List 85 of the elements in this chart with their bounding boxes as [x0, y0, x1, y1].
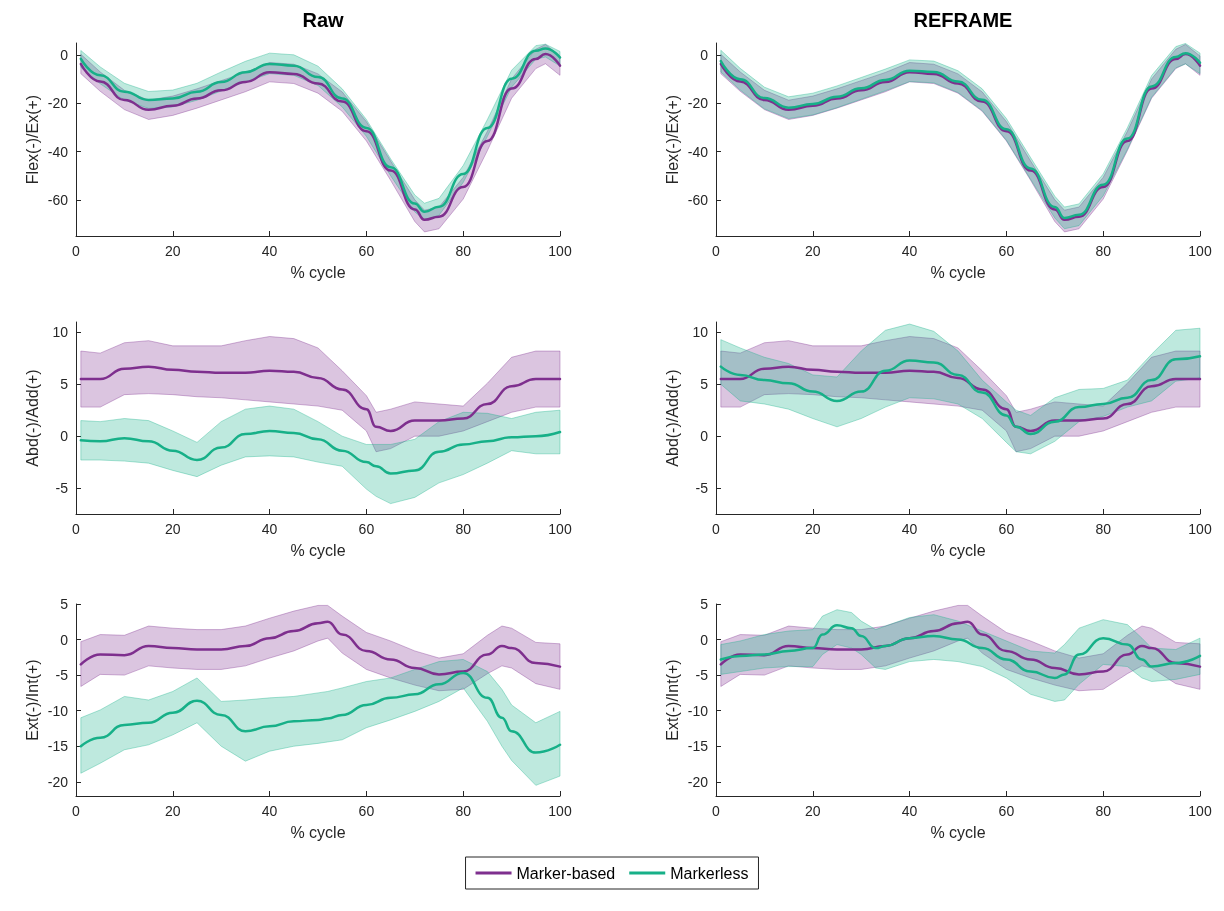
y-tick-label: 0 [60, 631, 69, 648]
y-tick-label: -10 [47, 702, 69, 719]
legend-label: Markerless [670, 864, 749, 882]
x-tick-label: 20 [805, 243, 821, 259]
x-tick-label: 20 [805, 803, 821, 819]
y-tick-label: 10 [52, 324, 69, 341]
y-tick-label: 10 [692, 324, 709, 341]
y-axis-title: Abd(-)/Add(+) [663, 369, 681, 467]
y-axis-title: Ext(-)/Int(+) [23, 659, 41, 741]
x-tick-label: 80 [1095, 521, 1112, 537]
x-tick-label: 20 [165, 243, 181, 259]
y-tick-label: -15 [687, 738, 709, 755]
x-tick-label: 40 [901, 521, 918, 537]
x-tick-label: 100 [548, 243, 572, 259]
x-tick-label: 0 [72, 243, 81, 259]
x-tick-label: 0 [72, 803, 81, 819]
chart-title: REFRAME [913, 9, 1013, 31]
y-tick-label: -5 [55, 667, 69, 684]
line-series [79, 365, 562, 433]
y-tick-label: 0 [700, 428, 709, 445]
x-tick-label: 60 [998, 521, 1015, 537]
x-tick-label: 20 [165, 803, 181, 819]
y-tick-label: -20 [47, 773, 69, 790]
y-tick-label: -60 [47, 191, 69, 208]
x-tick-label: 20 [165, 521, 181, 537]
x-tick-label: 60 [358, 521, 375, 537]
y-tick-label: -20 [47, 95, 69, 112]
y-tick-label: 5 [60, 376, 69, 393]
y-tick-label: 0 [700, 47, 709, 64]
x-tick-label: 0 [712, 521, 721, 537]
y-tick-label: -5 [695, 667, 709, 684]
y-axis-title: Abd(-)/Add(+) [23, 369, 41, 467]
x-tick-label: 100 [1188, 243, 1212, 259]
x-tick-label: 20 [805, 521, 821, 537]
x-tick-label: 80 [455, 803, 472, 819]
x-tick-label: 0 [712, 243, 721, 259]
x-tick-label: 60 [998, 803, 1015, 819]
x-tick-label: 100 [548, 521, 572, 537]
x-tick-label: 0 [712, 803, 721, 819]
x-axis-title: % cycle [930, 263, 986, 281]
y-tick-label: -10 [687, 702, 709, 719]
y-tick-label: -40 [47, 143, 69, 160]
x-tick-label: 60 [358, 803, 375, 819]
y-tick-label: -5 [55, 480, 69, 497]
x-tick-label: 80 [455, 243, 472, 259]
x-axis-title: % cycle [290, 823, 346, 841]
x-tick-label: 80 [455, 521, 472, 537]
x-tick-label: 60 [998, 243, 1015, 259]
legend-label: Marker-based [516, 864, 616, 882]
y-tick-label: -15 [47, 738, 69, 755]
x-tick-label: 40 [261, 243, 278, 259]
y-axis-title: Flex(-)/Ex(+) [663, 94, 681, 185]
x-tick-label: 40 [901, 243, 918, 259]
x-axis-title: % cycle [930, 823, 986, 841]
x-tick-label: 40 [261, 521, 278, 537]
x-tick-label: 40 [261, 803, 278, 819]
x-tick-label: 60 [358, 243, 375, 259]
y-axis-title: Ext(-)/Int(+) [663, 659, 681, 741]
y-tick-label: 0 [60, 47, 69, 64]
line-series [79, 429, 562, 475]
line-series [719, 355, 1202, 436]
x-axis-title: % cycle [930, 541, 986, 559]
y-tick-label: -60 [687, 191, 709, 208]
y-tick-label: 5 [700, 596, 709, 612]
x-axis-title: % cycle [290, 541, 346, 559]
y-tick-label: -40 [687, 143, 709, 160]
x-tick-label: 40 [901, 803, 918, 819]
y-tick-label: 5 [60, 596, 69, 612]
x-tick-label: 80 [1095, 243, 1112, 259]
y-tick-label: -20 [687, 773, 709, 790]
x-tick-label: 80 [1095, 803, 1112, 819]
line-series [79, 671, 562, 754]
y-tick-label: -20 [687, 95, 709, 112]
x-tick-label: 100 [1188, 803, 1212, 819]
y-axis-title: Flex(-)/Ex(+) [23, 94, 41, 185]
y-tick-label: 0 [60, 428, 69, 445]
y-tick-label: 5 [700, 376, 709, 393]
line-series [79, 620, 562, 676]
x-tick-label: 0 [72, 521, 81, 537]
y-tick-label: 0 [700, 631, 709, 648]
x-axis-title: % cycle [290, 263, 346, 281]
x-tick-label: 100 [1188, 521, 1212, 537]
y-tick-label: -5 [695, 480, 709, 497]
chart-title: Raw [302, 9, 344, 31]
x-tick-label: 100 [548, 803, 572, 819]
